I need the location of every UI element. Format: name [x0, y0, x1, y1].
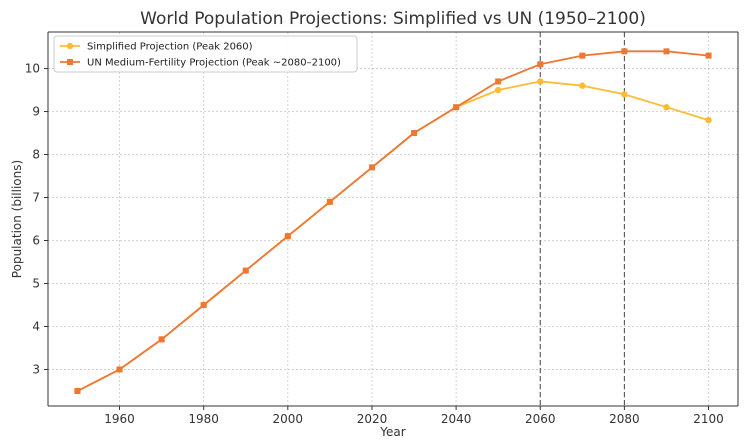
y-tick-label: 9 — [32, 105, 40, 119]
x-tick-label: 2080 — [609, 412, 640, 426]
x-tick-label: 2060 — [525, 412, 556, 426]
legend-entry: Simplified Projection (Peak 2060) — [60, 42, 253, 53]
x-tick-label: 2000 — [273, 412, 304, 426]
x-tick-label: 2020 — [357, 412, 388, 426]
series-line — [77, 50, 709, 392]
series — [74, 48, 712, 395]
x-tick-label: 2100 — [693, 412, 724, 426]
legend-marker — [67, 59, 73, 65]
x-tick-label: 1960 — [104, 412, 135, 426]
data-point — [494, 86, 502, 94]
chart-title: World Population Projections: Simplified… — [140, 9, 646, 29]
legend-label: UN Medium-Fertility Projection (Peak ~20… — [87, 58, 341, 69]
data-point — [579, 82, 586, 89]
legend-entry: UN Medium-Fertility Projection (Peak ~20… — [60, 58, 341, 69]
data-point — [368, 164, 375, 171]
data-point — [537, 61, 544, 68]
x-axis-title: Year — [379, 425, 405, 439]
data-point — [242, 267, 249, 274]
data-point — [411, 130, 418, 137]
y-tick-label: 10 — [25, 62, 40, 76]
y-tick-label: 6 — [32, 233, 40, 247]
data-point — [537, 78, 544, 85]
axes — [47, 31, 739, 407]
x-tick-label: 2040 — [441, 412, 472, 426]
y-tick-label: 5 — [32, 276, 40, 290]
data-point — [621, 48, 628, 55]
series-line — [77, 80, 709, 392]
x-ticks: 1960 1980 2000 2020 2040 2060 2080 2100 — [104, 406, 724, 426]
legend-label: Simplified Projection (Peak 2060) — [87, 42, 253, 53]
data-point — [453, 104, 460, 111]
series-simplified — [74, 78, 712, 395]
data-point — [116, 366, 123, 373]
y-axis-title: Population (billions) — [10, 160, 24, 278]
series-un-medium — [74, 48, 712, 394]
legend: Simplified Projection (Peak 2060) UN Medi… — [53, 35, 358, 73]
data-point — [663, 48, 670, 55]
y-tick-label: 4 — [32, 319, 40, 333]
y-tick-label: 3 — [32, 362, 40, 376]
data-point — [705, 52, 712, 59]
y-ticks: 3 4 5 6 7 8 9 10 — [25, 62, 48, 376]
data-point — [74, 387, 81, 394]
x-tick-label: 1980 — [188, 412, 219, 426]
data-point — [579, 52, 586, 59]
y-tick-label: 8 — [32, 148, 40, 162]
legend-marker — [66, 42, 74, 50]
data-point — [495, 78, 502, 85]
data-point — [621, 91, 628, 98]
reference-lines — [539, 32, 625, 406]
grid — [48, 32, 738, 406]
data-point — [326, 198, 333, 205]
data-point — [158, 336, 165, 343]
data-point — [284, 233, 291, 240]
data-point — [663, 104, 670, 111]
legend-box — [53, 35, 358, 73]
data-point — [705, 116, 712, 124]
y-tick-label: 7 — [32, 191, 40, 205]
data-point — [200, 301, 207, 308]
